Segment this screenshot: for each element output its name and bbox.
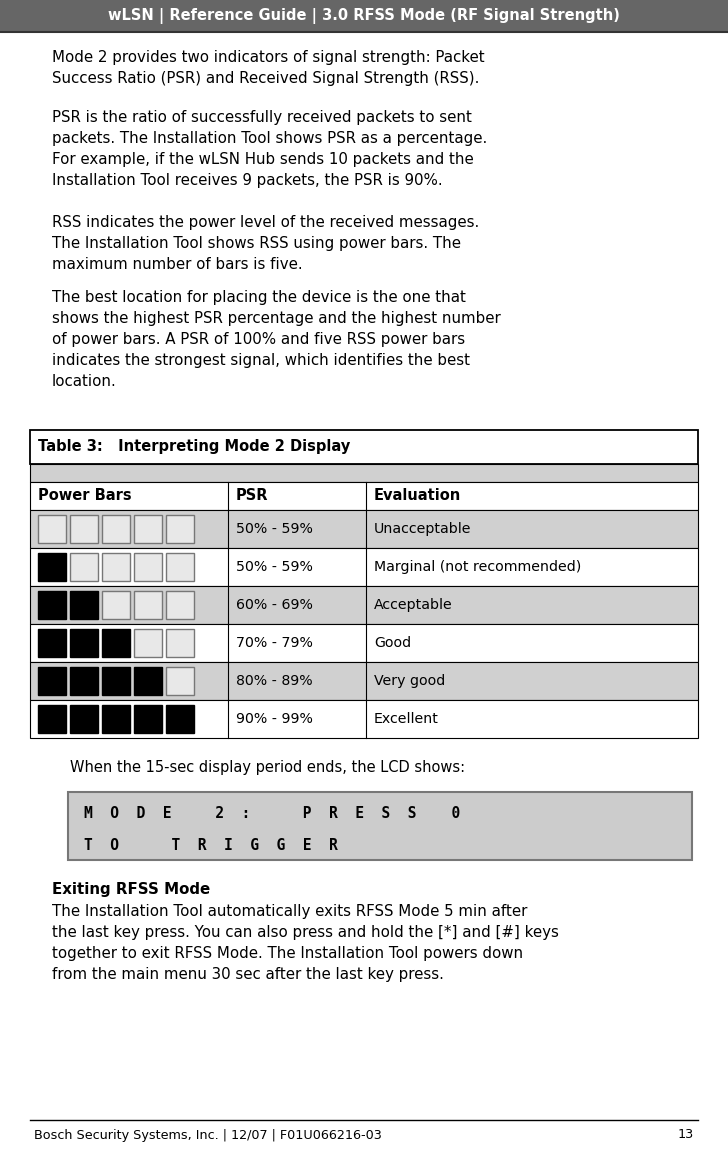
Bar <box>166 705 194 733</box>
Bar <box>166 591 194 619</box>
Text: Unacceptable: Unacceptable <box>374 522 472 535</box>
Text: RSS indicates the power level of the received messages.
The Installation Tool sh: RSS indicates the power level of the rec… <box>52 215 479 272</box>
Bar <box>70 515 98 544</box>
Bar <box>30 482 698 510</box>
Bar <box>134 591 162 619</box>
Bar <box>134 667 162 695</box>
Bar <box>68 792 692 860</box>
Bar <box>38 553 66 580</box>
Bar <box>166 629 194 657</box>
Bar <box>70 705 98 733</box>
Bar <box>134 629 162 657</box>
Bar <box>30 624 698 662</box>
Text: wLSN | Reference Guide | 3.0 RFSS Mode (RF Signal Strength): wLSN | Reference Guide | 3.0 RFSS Mode (… <box>108 8 620 24</box>
Bar <box>102 667 130 695</box>
Bar <box>166 515 194 544</box>
Bar <box>70 553 98 580</box>
Text: Table 3:   Interpreting Mode 2 Display: Table 3: Interpreting Mode 2 Display <box>38 440 350 455</box>
Bar <box>38 629 66 657</box>
Text: When the 15-sec display period ends, the LCD shows:: When the 15-sec display period ends, the… <box>70 760 465 775</box>
Bar <box>102 591 130 619</box>
Bar <box>166 667 194 695</box>
Bar <box>0 0 728 32</box>
Bar <box>30 510 698 548</box>
Bar <box>30 464 698 482</box>
Text: Acceptable: Acceptable <box>374 598 453 612</box>
Bar <box>134 515 162 544</box>
Bar <box>134 705 162 733</box>
Bar <box>102 515 130 544</box>
Text: 80% - 89%: 80% - 89% <box>236 674 312 688</box>
Text: Excellent: Excellent <box>374 712 439 726</box>
Bar <box>70 591 98 619</box>
Text: Marginal (not recommended): Marginal (not recommended) <box>374 560 581 574</box>
Text: PSR: PSR <box>236 488 269 503</box>
Bar <box>38 705 66 733</box>
Text: 70% - 79%: 70% - 79% <box>236 636 313 650</box>
Bar <box>38 667 66 695</box>
Text: The best location for placing the device is the one that
shows the highest PSR p: The best location for placing the device… <box>52 290 501 389</box>
Bar <box>166 553 194 580</box>
Bar <box>70 629 98 657</box>
Bar <box>70 667 98 695</box>
Text: 90% - 99%: 90% - 99% <box>236 712 313 726</box>
Text: 50% - 59%: 50% - 59% <box>236 522 313 535</box>
Bar <box>134 553 162 580</box>
Text: M  O  D  E     2  :      P  R  E  S  S    0: M O D E 2 : P R E S S 0 <box>84 805 460 820</box>
Bar <box>30 700 698 739</box>
Bar <box>102 705 130 733</box>
Bar <box>30 548 698 586</box>
Bar <box>102 553 130 580</box>
Text: Exiting RFSS Mode: Exiting RFSS Mode <box>52 882 210 897</box>
Text: PSR is the ratio of successfully received packets to sent
packets. The Installat: PSR is the ratio of successfully receive… <box>52 110 487 188</box>
Text: 60% - 69%: 60% - 69% <box>236 598 313 612</box>
Bar <box>30 586 698 624</box>
Text: Mode 2 provides two indicators of signal strength: Packet
Success Ratio (PSR) an: Mode 2 provides two indicators of signal… <box>52 50 485 87</box>
Text: 50% - 59%: 50% - 59% <box>236 560 313 574</box>
Text: Bosch Security Systems, Inc. | 12/07 | F01U066216-03: Bosch Security Systems, Inc. | 12/07 | F… <box>34 1129 382 1141</box>
Text: T  O      T  R  I  G  G  E  R: T O T R I G G E R <box>84 838 338 853</box>
Text: Power Bars: Power Bars <box>38 488 132 503</box>
Bar <box>38 591 66 619</box>
Text: Evaluation: Evaluation <box>374 488 462 503</box>
Bar <box>102 629 130 657</box>
Text: Good: Good <box>374 636 411 650</box>
Text: Very good: Very good <box>374 674 446 688</box>
Bar <box>30 430 698 464</box>
Text: The Installation Tool automatically exits RFSS Mode 5 min after
the last key pre: The Installation Tool automatically exit… <box>52 904 559 982</box>
Text: 13: 13 <box>678 1129 694 1141</box>
Bar <box>30 662 698 700</box>
Bar <box>38 515 66 544</box>
